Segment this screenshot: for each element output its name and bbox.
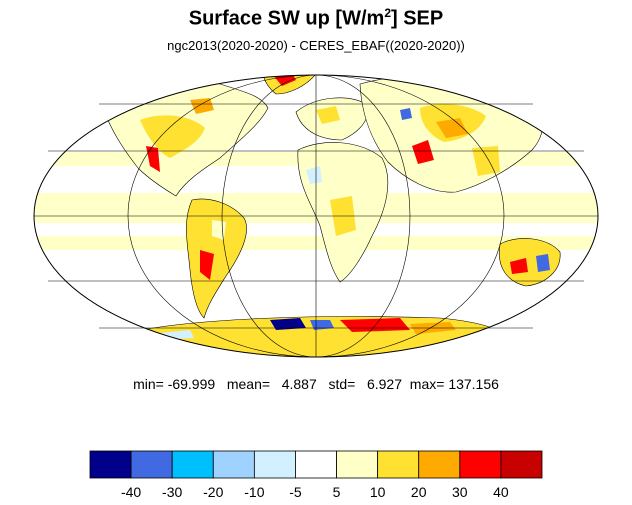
colorbar xyxy=(89,450,543,479)
colorbar-swatch xyxy=(500,450,543,479)
max-label: max= xyxy=(409,376,445,392)
std-value: 6.927 xyxy=(366,376,403,392)
colorbar-swatch xyxy=(89,450,132,479)
mollweide-map xyxy=(33,74,599,358)
min-value: -69.999 xyxy=(167,376,216,392)
map-outline xyxy=(33,74,599,358)
colorbar-tick-label: -5 xyxy=(289,484,302,500)
colorbar-swatch xyxy=(295,450,337,479)
mean-value: 4.887 xyxy=(281,376,317,392)
colorbar-tick-label: 5 xyxy=(332,484,341,500)
colorbar-swatch xyxy=(212,450,255,479)
colorbar-tick-label: 10 xyxy=(369,484,386,500)
map-title: Surface SW up [W/m2] SEP xyxy=(188,6,444,30)
colorbar-swatch xyxy=(130,450,173,479)
colorbar-tick-label: -30 xyxy=(162,484,183,500)
min-label: min= xyxy=(133,376,164,392)
south-america xyxy=(186,198,247,319)
colorbar-swatch xyxy=(253,450,296,479)
max-value: 137.156 xyxy=(448,376,499,392)
colorbar-tick-label: -40 xyxy=(120,484,142,500)
statistics-line: min= -69.999 mean= 4.887 std= 6.927 max=… xyxy=(0,376,632,392)
colorbar-tick-label: 20 xyxy=(410,484,427,500)
colorbar-tick-label: -10 xyxy=(244,484,265,500)
colorbar-tick-label: 40 xyxy=(493,484,509,500)
colorbar-tick-label: -20 xyxy=(203,484,224,500)
colorbar-swatch xyxy=(459,450,502,479)
std-label: std= xyxy=(328,376,356,392)
australia xyxy=(498,238,561,287)
colorbar-swatch xyxy=(336,450,379,479)
colorbar-tick-label: 30 xyxy=(452,484,468,500)
mean-label: mean= xyxy=(226,376,271,392)
colorbar-swatch xyxy=(418,450,461,479)
map-subtitle: ngc2013(2020-2020) - CERES_EBAF((2020-20… xyxy=(167,38,465,53)
colorbar-swatch xyxy=(171,450,214,479)
colorbar-swatch xyxy=(377,450,420,479)
